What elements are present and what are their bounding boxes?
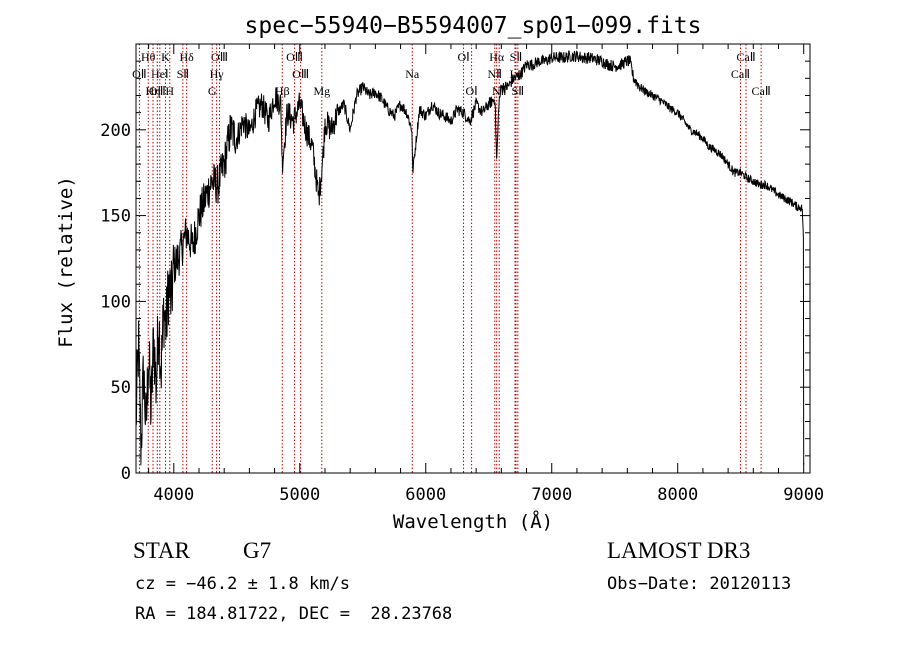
x-tick-label: 9000 (783, 485, 824, 505)
line-label: HeⅠ (151, 67, 169, 81)
line-label: SⅡ (510, 50, 523, 64)
redshift-cz: cz = −46.2 ± 1.8 km/s (135, 574, 350, 594)
line-label: Hδ (179, 50, 194, 64)
y-tick-label: 100 (100, 292, 131, 312)
line-label: OⅢ (211, 50, 228, 64)
line-label: CaⅡ (731, 67, 750, 81)
plot-frame (135, 43, 811, 474)
x-tick-label: 6000 (405, 485, 446, 505)
line-label: Hα (489, 50, 505, 64)
spectrum-series-line (135, 50, 805, 466)
object-class: STAR (133, 538, 190, 563)
line-label: NⅡ (488, 67, 503, 81)
line-label: CaⅡ (736, 50, 755, 64)
line-label: Na (405, 67, 420, 81)
observation-date: Obs−Date: 20120113 (607, 574, 792, 594)
line-label: OⅡ (132, 67, 147, 81)
line-label: K (161, 50, 170, 64)
y-tick-label: 150 (100, 207, 131, 227)
y-tick-label: 200 (100, 121, 131, 141)
y-axis-label: Flux (relative) (55, 176, 77, 348)
line-label: OⅢ (292, 67, 309, 81)
x-tick-label: 5000 (279, 485, 320, 505)
line-label: OⅠ (466, 84, 478, 98)
x-tick-label: 8000 (657, 485, 698, 505)
line-label: H (165, 84, 174, 98)
survey-name: LAMOST DR3 (607, 538, 751, 563)
object-subclass: G7 (243, 538, 272, 563)
x-tick-label: 4000 (153, 485, 194, 505)
line-label: Hθ (141, 50, 156, 64)
coordinates: RA = 184.81722, DEC = 28.23768 (135, 604, 453, 624)
line-label: SⅡ (177, 67, 190, 81)
line-label: Hγ (210, 67, 225, 81)
line-label: Hβ (275, 84, 290, 98)
spectrum-chart: spec−55940−B5594007_sp01−099.fits Hθ OⅡ OⅢ… (55, 13, 824, 533)
line-label: G (208, 84, 217, 98)
y-tick-label: 50 (111, 378, 131, 398)
x-tick-label: 7000 (531, 485, 572, 505)
line-label: Li (510, 67, 521, 81)
x-axis-label: Wavelength (Å) (393, 510, 553, 533)
line-label: OⅠ (457, 50, 469, 64)
line-label: CaⅡ (751, 84, 770, 98)
axes: 4000 5000 6000 7000 8000 9000 0 50 100 150 200 (100, 44, 824, 505)
line-label: SⅡ (512, 84, 525, 98)
line-label: Hη (146, 84, 161, 98)
chart-title: spec−55940−B5594007_sp01−099.fits (245, 13, 702, 39)
y-tick-label: 0 (121, 464, 131, 484)
line-label: OⅢ (286, 50, 303, 64)
line-label: Mg (313, 84, 330, 98)
